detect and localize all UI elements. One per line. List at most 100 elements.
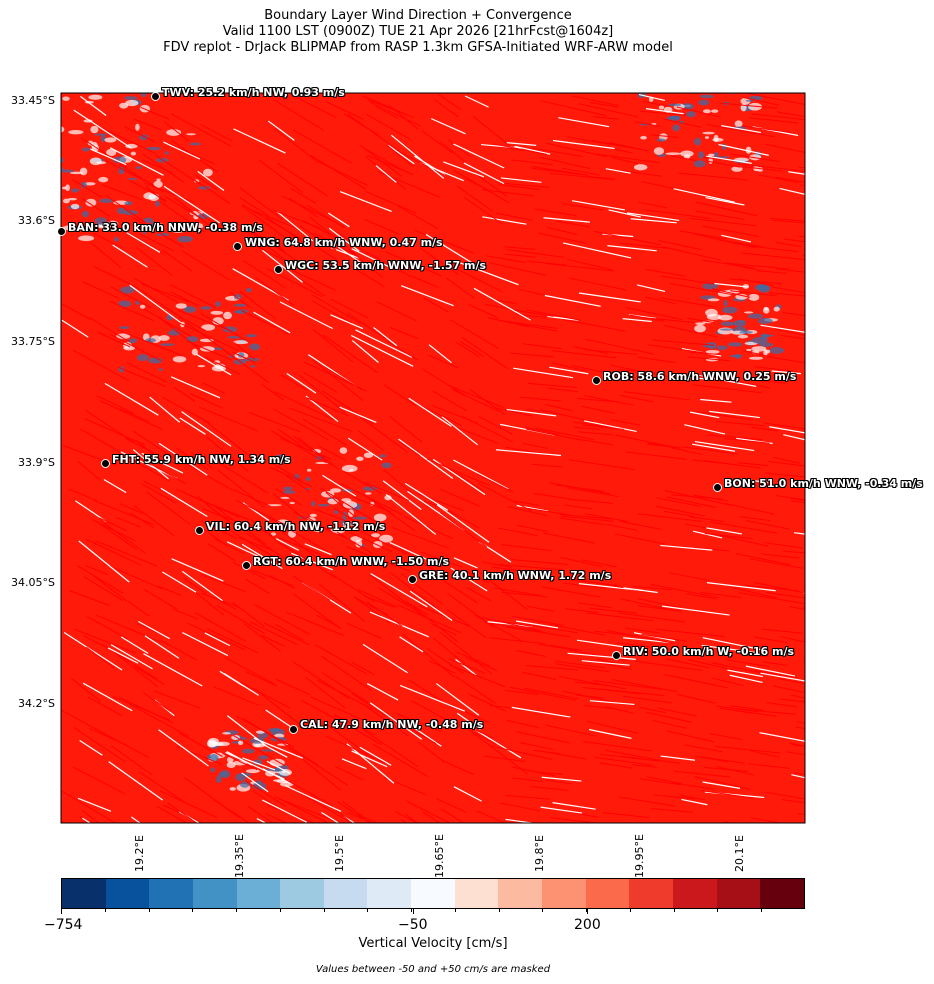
terrain-patch xyxy=(106,148,117,157)
wind-streak xyxy=(439,488,481,507)
wind-streak xyxy=(478,416,513,435)
wind-streak xyxy=(762,628,803,634)
terrain-patch xyxy=(668,103,682,107)
wind-streak xyxy=(262,799,308,823)
terrain-patch xyxy=(713,134,719,143)
wind-streak xyxy=(341,721,382,746)
terrain-patch xyxy=(672,124,680,132)
wind-streak xyxy=(468,303,499,319)
terrain-patch xyxy=(282,490,296,494)
station-label-rgt: RGT: 60.4 km/h WNW, -1.50 m/s xyxy=(253,555,450,568)
wind-streak xyxy=(299,225,337,251)
wind-streak xyxy=(245,671,278,687)
wind-streak xyxy=(739,516,771,522)
wind-streak xyxy=(321,672,369,704)
wind-streak xyxy=(552,362,589,372)
wind-streak xyxy=(303,361,367,392)
wind-streak xyxy=(73,109,132,149)
wind-streak xyxy=(530,786,569,791)
wind-streak xyxy=(372,743,429,777)
wind-streak xyxy=(654,794,695,800)
wind-streak xyxy=(270,430,327,464)
wind-streak xyxy=(759,732,805,742)
terrain-patch xyxy=(342,501,358,509)
wind-streak xyxy=(516,524,548,533)
wind-streak xyxy=(599,762,633,769)
wind-streak xyxy=(567,258,614,271)
wind-streak xyxy=(771,370,802,375)
colorbar-minor-tick xyxy=(104,909,106,912)
wind-streak xyxy=(483,755,526,762)
wind-streak xyxy=(109,333,162,362)
wind-streak xyxy=(454,170,510,204)
wind-streak xyxy=(395,811,418,823)
wind-streak xyxy=(390,572,440,611)
terrain-patch xyxy=(114,237,119,242)
station-marker-twv xyxy=(151,92,160,101)
wind-streak xyxy=(772,685,805,694)
wind-streak xyxy=(672,782,715,790)
wind-streak xyxy=(253,311,291,334)
terrain-patch xyxy=(62,186,67,190)
wind-streak xyxy=(182,570,223,602)
terrain-patch xyxy=(738,320,746,323)
terrain-patch xyxy=(745,99,754,102)
wind-streak xyxy=(386,340,418,361)
wind-streak xyxy=(325,723,374,760)
wind-streak xyxy=(677,373,706,378)
wind-streak xyxy=(254,688,306,730)
wind-streak xyxy=(704,532,753,540)
wind-streak xyxy=(666,730,715,743)
wind-streak xyxy=(581,424,624,430)
wind-streak xyxy=(126,362,168,383)
wind-streak xyxy=(492,143,547,155)
terrain-patch xyxy=(707,298,720,302)
colorbar-minor-tick xyxy=(192,909,194,912)
wind-streak xyxy=(666,496,717,508)
terrain-patch xyxy=(158,368,163,371)
wind-streak xyxy=(243,623,282,652)
wind-streak xyxy=(185,321,237,359)
wind-streak xyxy=(80,428,125,455)
terrain-patch xyxy=(653,147,665,155)
terrain-patch xyxy=(71,188,80,193)
wind-streak xyxy=(325,492,357,518)
terrain-patch xyxy=(752,336,768,344)
wind-streak xyxy=(453,143,505,169)
wind-streak xyxy=(520,742,554,751)
colorbar-segment xyxy=(716,879,761,908)
wind-streak xyxy=(506,408,557,417)
wind-streak xyxy=(567,810,599,818)
wind-streak xyxy=(607,244,657,252)
terrain-patch xyxy=(144,82,158,87)
title-line-2: Valid 1100 LST (0900Z) TUE 21 Apr 2026 [… xyxy=(222,24,614,39)
terrain-patch xyxy=(68,130,84,135)
wind-streak xyxy=(481,143,522,149)
wind-streak xyxy=(589,700,635,706)
terrain-patch xyxy=(763,307,770,314)
wind-streak xyxy=(337,801,371,823)
wind-streak xyxy=(541,776,582,782)
wind-streak xyxy=(274,525,327,565)
terrain-patch xyxy=(268,727,282,733)
wind-streak xyxy=(417,741,445,763)
terrain-patch xyxy=(694,324,706,333)
wind-streak xyxy=(750,817,778,823)
terrain-patch xyxy=(233,293,242,300)
wind-streak xyxy=(120,636,149,654)
wind-streak xyxy=(212,685,260,707)
wind-streak xyxy=(411,275,439,288)
terrain-patch xyxy=(49,54,54,60)
terrain-patch xyxy=(355,539,363,548)
wind-streak xyxy=(304,543,332,556)
wind-streak xyxy=(76,564,124,594)
wind-streak xyxy=(362,703,410,737)
wind-streak xyxy=(706,527,743,535)
wind-streak xyxy=(155,155,201,185)
terrain-patch xyxy=(720,321,735,327)
wind-streak xyxy=(366,251,412,278)
wind-streak xyxy=(170,376,221,399)
wind-streak xyxy=(711,677,744,686)
wind-streak xyxy=(167,802,198,823)
wind-streak xyxy=(350,334,414,367)
